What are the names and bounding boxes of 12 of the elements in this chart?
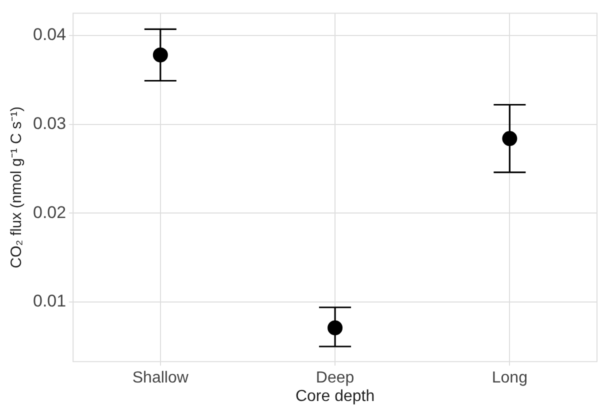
x-axis-title: Core depth bbox=[295, 388, 375, 405]
y-tick-label: 0.02 bbox=[32, 202, 66, 222]
x-tick-label: Deep bbox=[316, 370, 354, 387]
y-tick-label: 0.01 bbox=[32, 292, 66, 311]
point bbox=[328, 320, 343, 336]
point bbox=[152, 47, 168, 62]
y-axis-title: CO₂ flux (nmol g⁻¹ C s⁻¹) bbox=[8, 106, 26, 268]
point bbox=[502, 131, 518, 146]
x-tick-label: Long bbox=[492, 370, 528, 387]
y-tick-label: 0.03 bbox=[32, 114, 66, 133]
x-tick-label: Shallow bbox=[132, 370, 189, 387]
y-tick-label: 0.04 bbox=[32, 25, 66, 44]
